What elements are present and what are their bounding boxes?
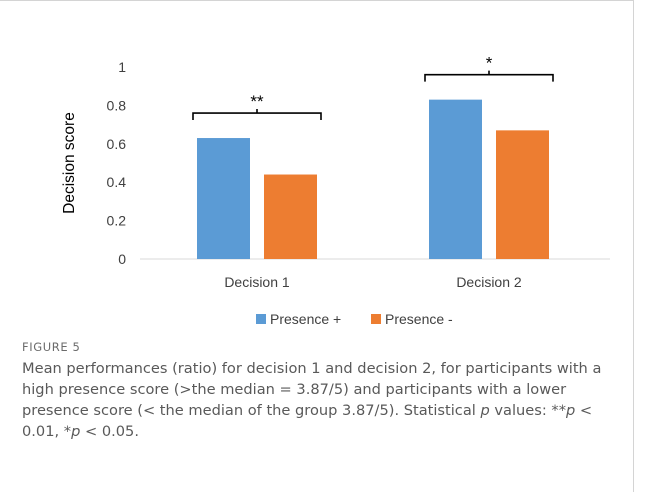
significance-bracket bbox=[192, 109, 322, 121]
y-tick-label: 0.6 bbox=[107, 136, 127, 152]
bar-chart: 0 0.2 0.4 0.6 0.8 1 Decision score Decision 1 De… bbox=[61, 54, 610, 327]
y-tick-label: 0.2 bbox=[107, 213, 127, 229]
y-axis-label: Decision score bbox=[61, 112, 78, 214]
x-tick-label: Decision 1 bbox=[224, 274, 290, 290]
figure-caption: FIGURE 5 Mean performances (ratio) for d… bbox=[22, 340, 622, 442]
y-tick-label: 0.8 bbox=[107, 97, 127, 113]
significance-marker: * bbox=[486, 54, 493, 73]
y-tick-label: 0 bbox=[118, 251, 126, 267]
figure-label: FIGURE 5 bbox=[22, 340, 81, 354]
bar-presence-plus-2 bbox=[429, 99, 482, 259]
legend-swatch-presence-plus bbox=[256, 314, 266, 324]
legend-label: Presence - bbox=[385, 311, 453, 327]
y-tick-label: 1 bbox=[118, 59, 126, 75]
legend-swatch-presence-minus bbox=[371, 314, 381, 324]
x-tick-label: Decision 2 bbox=[456, 274, 522, 290]
significance-bracket bbox=[424, 70, 554, 82]
bar-presence-plus-1 bbox=[197, 138, 250, 259]
significance-marker: ** bbox=[250, 92, 264, 111]
figure-caption-text: Mean performances (ratio) for decision 1… bbox=[22, 360, 602, 440]
y-tick-label: 0.4 bbox=[107, 174, 127, 190]
legend-label: Presence + bbox=[270, 311, 341, 327]
bar-presence-minus-2 bbox=[496, 130, 549, 259]
bar-presence-minus-1 bbox=[264, 174, 317, 259]
